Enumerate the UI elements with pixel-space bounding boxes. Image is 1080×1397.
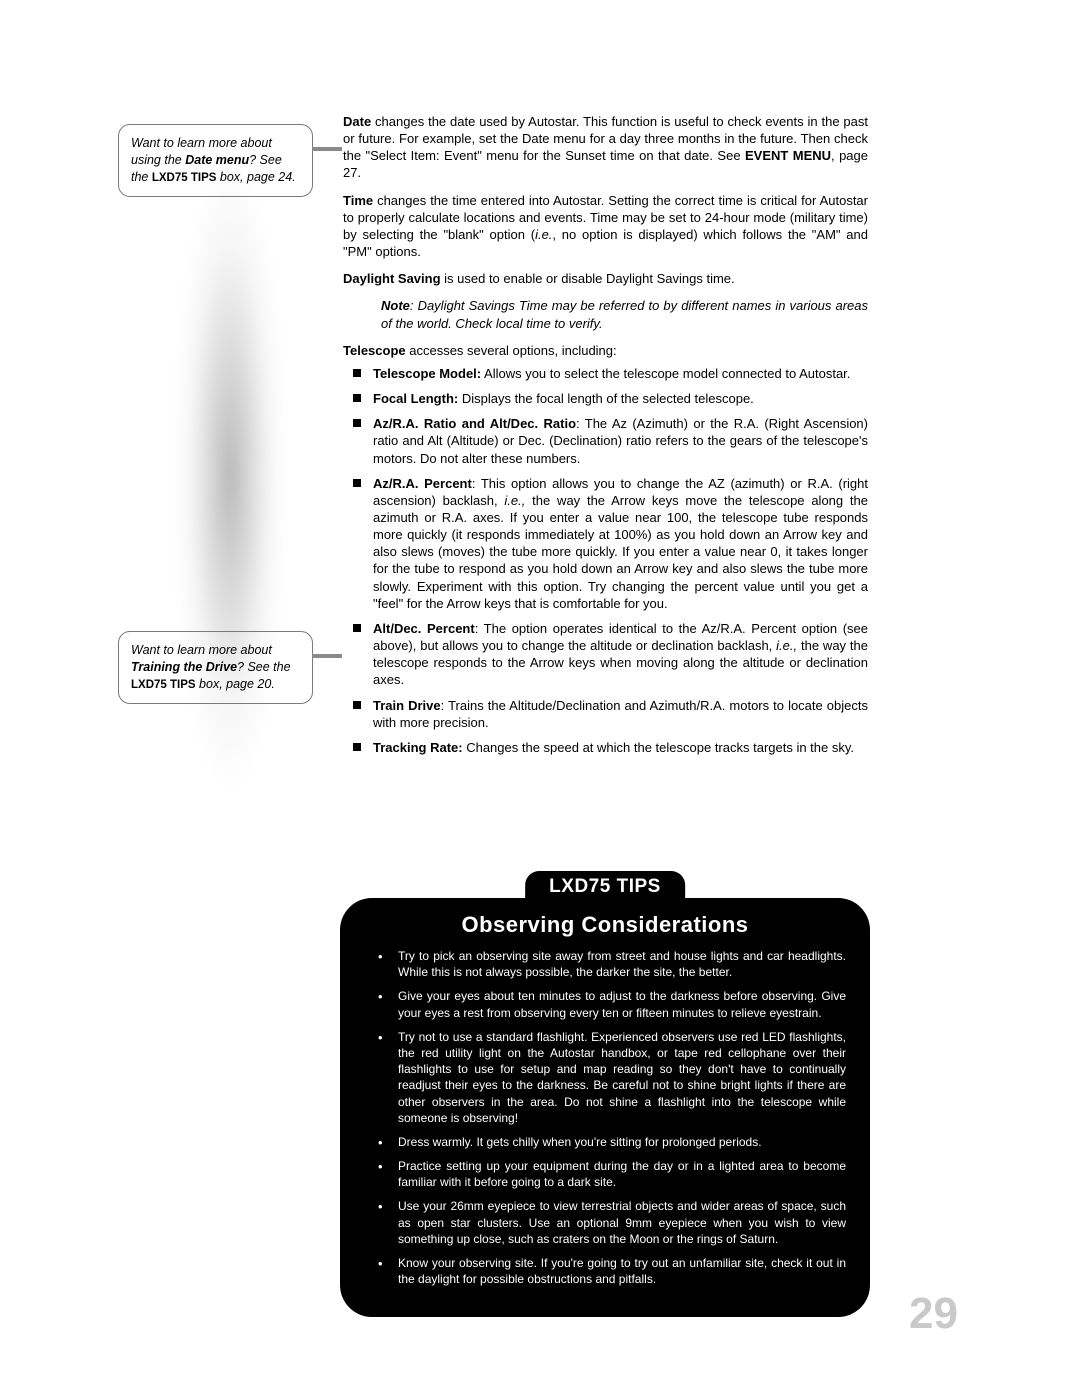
ie: i.e., xyxy=(776,638,797,653)
tips-tab: LXD75 TIPS xyxy=(525,871,685,901)
tips-item: Dress warmly. It gets chilly when you're… xyxy=(364,1134,846,1150)
callout-1: Want to learn more about Training the Dr… xyxy=(118,631,313,704)
tips-list: Try to pick an observing site away from … xyxy=(364,948,846,1287)
tips-body: Observing Considerations Try to pick an … xyxy=(340,898,870,1317)
para-date: Date changes the date used by Autostar. … xyxy=(343,113,868,182)
telescope-option: Alt/Dec. Percent: The option operates id… xyxy=(343,620,868,689)
telescope-option: Telescope Model: Allows you to select th… xyxy=(343,365,868,382)
lead-time: Time xyxy=(343,193,373,208)
background-gradient xyxy=(140,100,320,850)
telescope-option: Focal Length: Displays the focal length … xyxy=(343,390,868,407)
option-label: Tracking Rate: xyxy=(373,740,463,755)
note-body: : Daylight Savings Time may be referred … xyxy=(381,298,868,330)
body-telescope: accesses several options, including: xyxy=(406,343,617,358)
tips-item: Practice setting up your equipment durin… xyxy=(364,1158,846,1190)
option-label: Focal Length: xyxy=(373,391,458,406)
callout-text: LXD75 TIPS xyxy=(131,679,196,691)
callout-0: Want to learn more about using the Date … xyxy=(118,124,313,197)
ie-time: i.e. xyxy=(535,227,552,242)
tips-box: LXD75 TIPS Observing Considerations Try … xyxy=(340,872,870,1317)
option-text: the way the Arrow keys move the telescop… xyxy=(373,493,868,611)
tips-item: Know your observing site. If you're goin… xyxy=(364,1255,846,1287)
option-label: Train Drive xyxy=(373,698,441,713)
note-lead: Note xyxy=(381,298,410,313)
callout-text: Want to learn more about xyxy=(131,643,272,657)
lead-dst: Daylight Saving xyxy=(343,271,441,286)
tips-title: Observing Considerations xyxy=(364,912,846,938)
option-label: Telescope Model: xyxy=(373,366,481,381)
callout-text: ? See the xyxy=(237,660,291,674)
telescope-options-list: Telescope Model: Allows you to select th… xyxy=(343,365,868,756)
telescope-option: Az/R.A. Ratio and Alt/Dec. Ratio: The Az… xyxy=(343,415,868,466)
para-dst: Daylight Saving is used to enable or dis… xyxy=(343,270,868,287)
option-label: Az/R.A. Ratio and Alt/Dec. Ratio xyxy=(373,416,576,431)
tips-item: Give your eyes about ten minutes to adju… xyxy=(364,988,846,1020)
telescope-option: Az/R.A. Percent: This option allows you … xyxy=(343,475,868,612)
dst-note: Note: Daylight Savings Time may be refer… xyxy=(381,297,868,331)
main-content: Date changes the date used by Autostar. … xyxy=(343,113,868,764)
option-text: Allows you to select the telescope model… xyxy=(481,366,850,381)
option-text: Displays the focal length of the selecte… xyxy=(458,391,754,406)
option-text: : Trains the Altitude/Declination and Az… xyxy=(373,698,868,730)
callout-text: LXD75 TIPS xyxy=(152,172,217,184)
callout-arm xyxy=(312,147,342,151)
option-label: Az/R.A. Percent xyxy=(373,476,472,491)
telescope-option: Tracking Rate: Changes the speed at whic… xyxy=(343,739,868,756)
tips-item: Use your 26mm eyepiece to view terrestri… xyxy=(364,1198,846,1247)
ie: i.e., xyxy=(504,493,525,508)
telescope-option: Train Drive: Trains the Altitude/Declina… xyxy=(343,697,868,731)
tips-item: Try not to use a standard flashlight. Ex… xyxy=(364,1029,846,1126)
event-menu-ref: EVENT MENU xyxy=(745,148,831,163)
option-label: Alt/Dec. Percent xyxy=(373,621,475,636)
page-number: 29 xyxy=(909,1289,958,1339)
para-telescope: Telescope accesses several options, incl… xyxy=(343,342,868,359)
lead-date: Date xyxy=(343,114,371,129)
callout-text: Date menu xyxy=(185,153,249,167)
lead-telescope: Telescope xyxy=(343,343,406,358)
body-dst: is used to enable or disable Daylight Sa… xyxy=(441,271,735,286)
callout-text: box, page 20. xyxy=(196,677,275,691)
tips-item: Try to pick an observing site away from … xyxy=(364,948,846,980)
option-text: Changes the speed at which the telescope… xyxy=(463,740,854,755)
callout-text: box, page 24. xyxy=(216,170,295,184)
para-time: Time changes the time entered into Autos… xyxy=(343,192,868,261)
callout-text: Training the Drive xyxy=(131,660,237,674)
callout-arm xyxy=(312,654,342,658)
